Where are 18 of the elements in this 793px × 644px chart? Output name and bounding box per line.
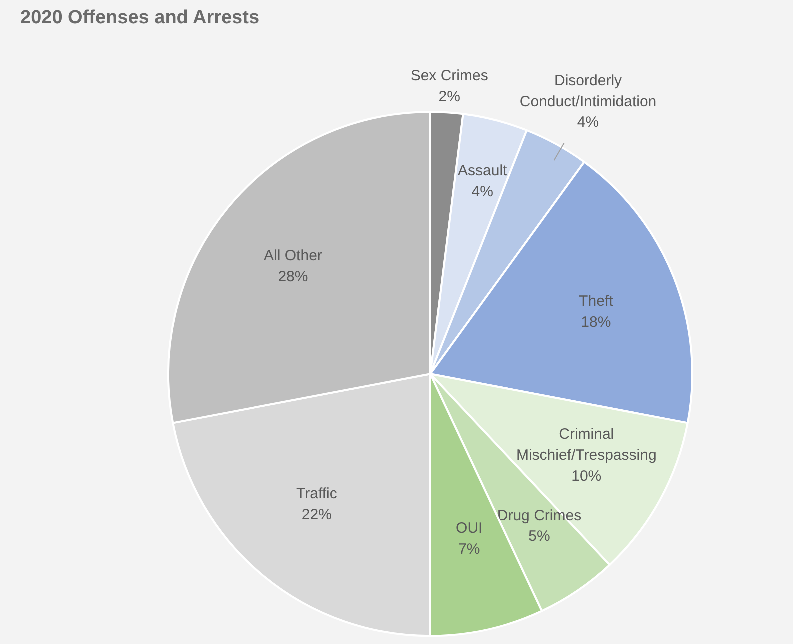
chart-title: 2020 Offenses and Arrests (20, 8, 260, 28)
slice-label: Criminal Mischief/Trespassing (516, 426, 657, 464)
slice-label: Theft (579, 292, 614, 310)
data-label: 4% (577, 114, 600, 132)
slice-label: Traffic (296, 485, 338, 502)
data-label: 22% (302, 506, 332, 524)
data-label: 28% (278, 268, 308, 286)
slice-label: Assault (458, 162, 508, 180)
data-label: 4% (472, 183, 494, 200)
data-label: 10% (572, 468, 602, 485)
data-label: 18% (581, 314, 612, 331)
slice-label: OUI (456, 520, 483, 538)
slice-label: Disorderly Conduct/Intimidation (520, 72, 657, 110)
slice-label: All Other (264, 247, 322, 264)
data-label: 2% (438, 88, 460, 106)
data-label: 5% (528, 528, 550, 546)
slice-label: Sex Crimes (410, 67, 488, 84)
data-label: 7% (458, 541, 480, 558)
